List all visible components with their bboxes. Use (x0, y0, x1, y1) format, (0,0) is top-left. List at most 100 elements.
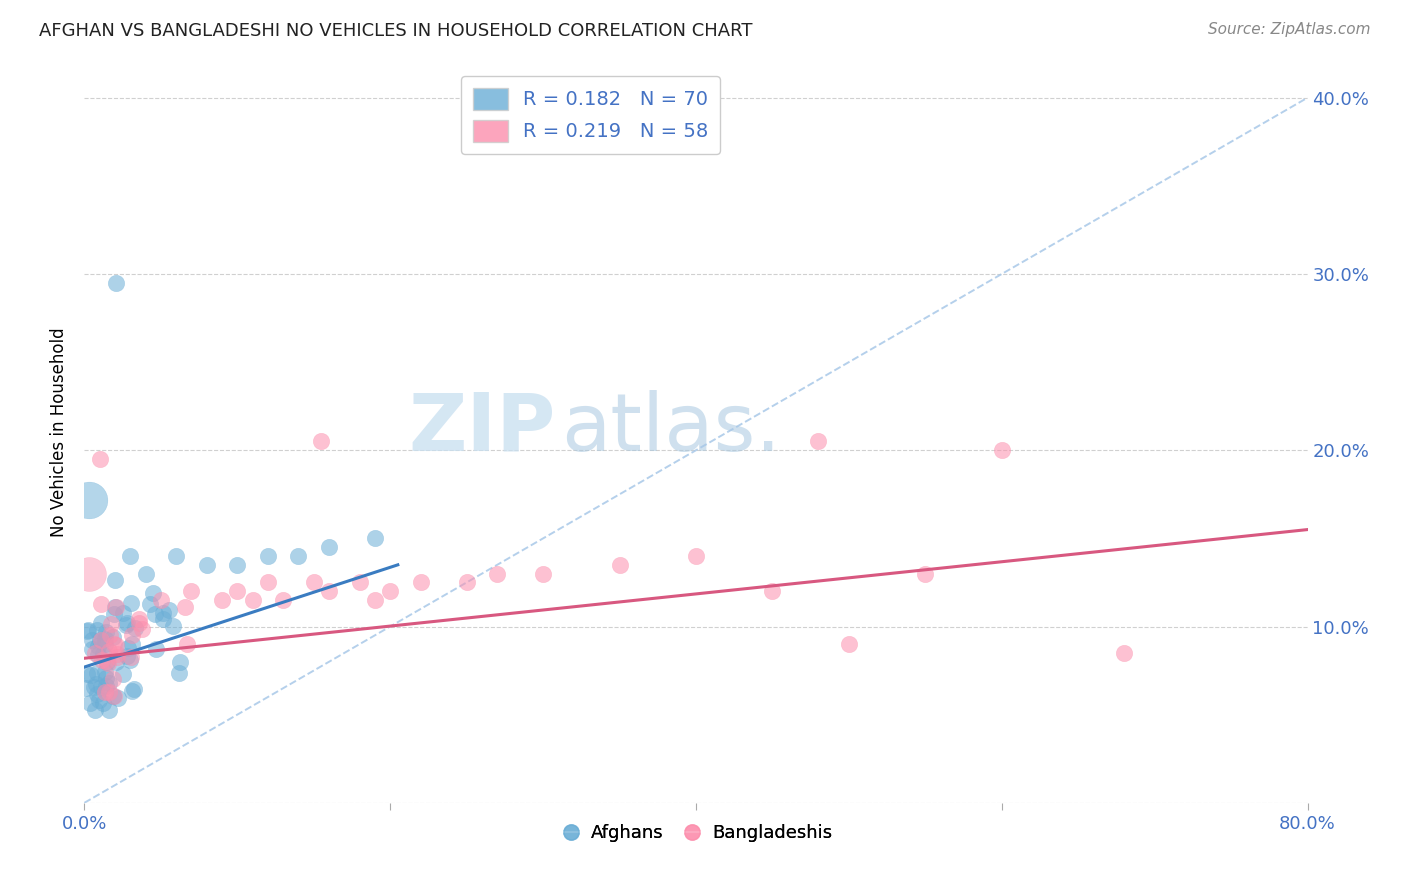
Point (87, 648, 110, 662)
Point (364, 593, 387, 607)
Point (143, 607, 166, 621)
Point (107, 690, 129, 705)
Point (84, 677, 107, 691)
Point (98, 644, 121, 658)
Point (145, 641, 167, 656)
Point (364, 532, 387, 546)
Point (79, 696, 101, 710)
Point (87, 693, 110, 707)
Point (91, 696, 114, 710)
Point (609, 558, 631, 572)
Point (91, 648, 114, 662)
Point (93, 632, 115, 647)
Point (98, 685, 121, 699)
Point (131, 623, 153, 637)
Point (97, 656, 120, 670)
Point (169, 655, 191, 669)
Point (91, 653, 114, 667)
Point (94, 665, 117, 679)
Point (152, 606, 174, 620)
Point (117, 640, 139, 655)
Point (100, 617, 122, 632)
Point (115, 649, 138, 664)
Point (117, 616, 139, 631)
Point (89, 633, 111, 648)
Point (103, 630, 125, 644)
Point (103, 690, 125, 704)
Point (349, 575, 371, 590)
Point (311, 434, 333, 449)
Point (86, 640, 108, 654)
Point (97, 676, 120, 690)
Point (761, 584, 783, 599)
Point (531, 566, 554, 581)
Point (128, 612, 150, 626)
Point (104, 599, 127, 614)
Point (103, 600, 125, 615)
Point (287, 549, 309, 563)
Point (105, 655, 128, 669)
Point (104, 574, 127, 588)
Point (89, 452, 111, 467)
Point (139, 597, 162, 611)
Point (838, 637, 860, 651)
Point (380, 584, 402, 599)
Point (257, 549, 280, 563)
Point (157, 603, 180, 617)
Point (75, 681, 97, 696)
Point (135, 566, 157, 581)
Point (76, 624, 98, 639)
Point (115, 618, 138, 632)
Point (195, 558, 218, 572)
Point (149, 593, 172, 607)
Point (162, 619, 184, 633)
Point (86, 687, 108, 701)
Point (257, 575, 280, 590)
Point (120, 596, 142, 610)
Text: ZIP: ZIP (408, 390, 555, 468)
Point (112, 666, 135, 681)
Point (486, 566, 509, 581)
Point (226, 584, 249, 599)
Point (77, 566, 100, 581)
Point (86, 666, 108, 681)
Point (152, 611, 174, 625)
Text: atlas.: atlas. (561, 390, 782, 468)
Point (100, 628, 122, 642)
Point (165, 549, 187, 563)
Point (94, 654, 117, 668)
Point (103, 673, 125, 687)
Point (128, 615, 150, 630)
Point (271, 593, 294, 607)
Point (84, 703, 107, 717)
Point (176, 637, 198, 651)
Point (120, 653, 142, 667)
Point (318, 584, 340, 599)
Text: Source: ZipAtlas.com: Source: ZipAtlas.com (1208, 22, 1371, 37)
Point (80, 632, 103, 647)
Point (121, 683, 143, 698)
Y-axis label: No Vehicles in Household: No Vehicles in Household (51, 327, 69, 538)
Point (105, 647, 128, 661)
Point (90, 632, 112, 647)
Point (226, 558, 249, 572)
Point (103, 637, 125, 651)
Point (77, 492, 100, 507)
Point (103, 607, 125, 622)
Point (211, 593, 233, 607)
Point (105, 276, 128, 290)
Point (94, 637, 117, 651)
Point (103, 690, 125, 704)
Point (180, 584, 202, 599)
Point (104, 638, 127, 652)
Point (90, 615, 112, 630)
Point (242, 593, 264, 607)
Point (122, 682, 145, 697)
Point (96, 656, 118, 670)
Legend: Afghans, Bangladeshis: Afghans, Bangladeshis (553, 817, 839, 849)
Point (84, 646, 107, 660)
Point (167, 666, 190, 681)
Point (76, 624, 98, 638)
Point (685, 549, 707, 563)
Point (83, 681, 105, 695)
